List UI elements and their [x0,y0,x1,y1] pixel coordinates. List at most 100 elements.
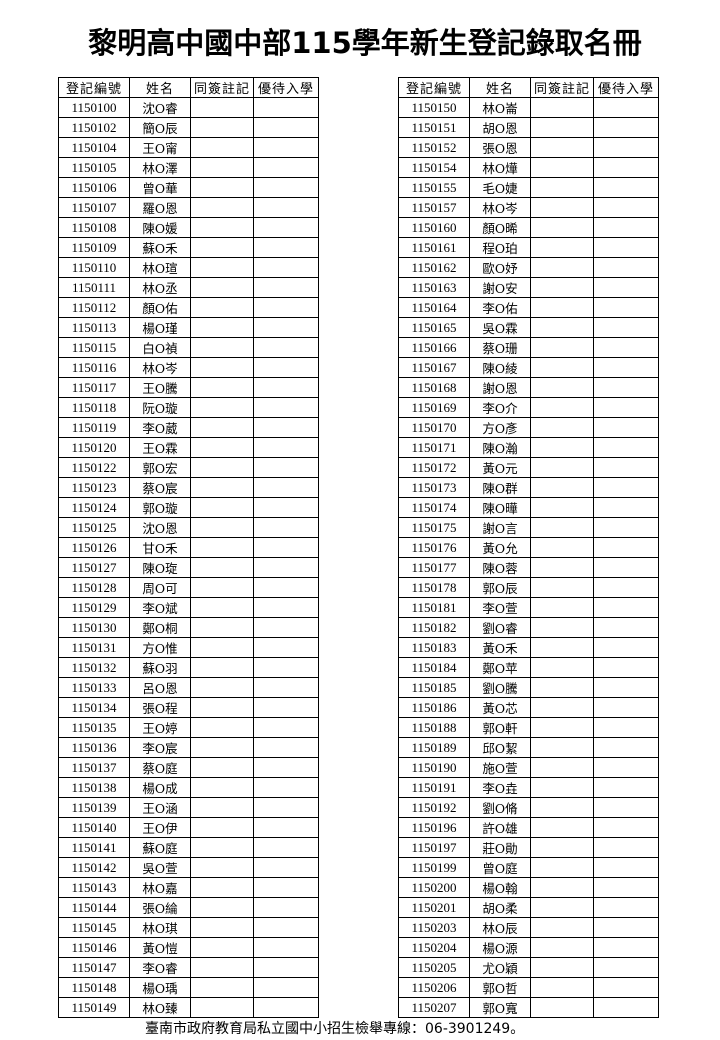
student-name-cell: 林O丞 [129,277,191,298]
student-name-cell: 胡O柔 [469,897,531,918]
header-co-signing-note: 同簽註記 [190,77,254,98]
student-name-cell: 方O惟 [129,637,191,658]
co-signing-note-cell [530,837,594,858]
student-name-cell: 郭O軒 [469,717,531,738]
student-name-cell: 郭O宏 [129,457,191,478]
table-row: 1150140 王O伊 [58,817,319,838]
preferential-admission-cell [253,697,319,718]
student-name-cell: 王O伊 [129,817,191,838]
co-signing-note-cell [190,117,254,138]
header-name: 姓名 [129,77,191,98]
table-row: 1150184 鄭O苹 [398,657,659,678]
co-signing-note-cell [530,397,594,418]
preferential-admission-cell [593,817,659,838]
co-signing-note-cell [530,177,594,198]
registration-number-cell: 1150186 [398,697,470,718]
registration-number-cell: 1150116 [58,357,130,378]
student-name-cell: 陳O曄 [469,497,531,518]
table-row: 1150139 王O涵 [58,797,319,818]
preferential-admission-cell [253,417,319,438]
student-name-cell: 陳O群 [469,477,531,498]
table-header: 登記編號 姓名 同簽註記 優待入學 [398,77,659,98]
registration-number-cell: 1150140 [58,817,130,838]
student-name-cell: 劉O睿 [469,617,531,638]
preferential-admission-cell [253,157,319,178]
co-signing-note-cell [530,657,594,678]
table-row: 1150119 李O葳 [58,417,319,438]
registration-number-cell: 1150132 [58,657,130,678]
registration-number-cell: 1150204 [398,937,470,958]
preferential-admission-cell [253,197,319,218]
co-signing-note-cell [190,937,254,958]
co-signing-note-cell [530,257,594,278]
preferential-admission-cell [253,357,319,378]
preferential-admission-cell [593,537,659,558]
co-signing-note-cell [530,477,594,498]
preferential-admission-cell [593,877,659,898]
co-signing-note-cell [190,977,254,998]
table-row: 1150206 郭O哲 [398,977,659,998]
preferential-admission-cell [593,177,659,198]
preferential-admission-cell [593,277,659,298]
registration-number-cell: 1150169 [398,397,470,418]
student-name-cell: 顏O佑 [129,297,191,318]
table-row: 1150185 劉O騰 [398,677,659,698]
preferential-admission-cell [593,857,659,878]
preferential-admission-cell [593,337,659,358]
table-row: 1150178 郭O辰 [398,577,659,598]
registration-number-cell: 1150172 [398,457,470,478]
registration-number-cell: 1150147 [58,957,130,978]
student-name-cell: 邱O絜 [469,737,531,758]
student-name-cell: 吳O霖 [469,317,531,338]
preferential-admission-cell [593,457,659,478]
student-name-cell: 曾O庭 [469,857,531,878]
preferential-admission-cell [253,977,319,998]
preferential-admission-cell [593,497,659,518]
co-signing-note-cell [530,517,594,538]
co-signing-note-cell [190,517,254,538]
student-name-cell: 黃O愷 [129,937,191,958]
preferential-admission-cell [253,217,319,238]
preferential-admission-cell [253,117,319,138]
preferential-admission-cell [253,737,319,758]
table-row: 1150188 郭O軒 [398,717,659,738]
registration-number-cell: 1150161 [398,237,470,258]
co-signing-note-cell [530,457,594,478]
co-signing-note-cell [530,897,594,918]
registration-number-cell: 1150133 [58,677,130,698]
registration-number-cell: 1150166 [398,337,470,358]
co-signing-note-cell [530,377,594,398]
table-row: 1150175 謝O言 [398,517,659,538]
student-name-cell: 陳O琁 [129,557,191,578]
co-signing-note-cell [190,417,254,438]
registration-number-cell: 1150199 [398,857,470,878]
table-row: 1150148 楊O瑀 [58,977,319,998]
co-signing-note-cell [530,877,594,898]
registration-number-cell: 1150118 [58,397,130,418]
table-row: 1150170 方O彥 [398,417,659,438]
registration-number-cell: 1150108 [58,217,130,238]
co-signing-note-cell [190,357,254,378]
preferential-admission-cell [593,717,659,738]
table-row: 1150163 謝O安 [398,277,659,298]
table-row: 1150200 楊O翰 [398,877,659,898]
co-signing-note-cell [190,297,254,318]
table-row: 1150120 王O霖 [58,437,319,458]
co-signing-note-cell [530,817,594,838]
registration-number-cell: 1150167 [398,357,470,378]
student-name-cell: 林O臻 [129,997,191,1018]
table-row: 1150131 方O惟 [58,637,319,658]
registration-number-cell: 1150129 [58,597,130,618]
table-row: 1150150 林O崙 [398,97,659,118]
student-name-cell: 林O嘉 [129,877,191,898]
preferential-admission-cell [253,677,319,698]
registration-number-cell: 1150165 [398,317,470,338]
co-signing-note-cell [190,537,254,558]
table-row: 1150186 黃O芯 [398,697,659,718]
preferential-admission-cell [593,777,659,798]
student-name-cell: 蔡O庭 [129,757,191,778]
student-name-cell: 楊O瑾 [129,317,191,338]
preferential-admission-cell [593,377,659,398]
preferential-admission-cell [593,157,659,178]
registration-number-cell: 1150134 [58,697,130,718]
